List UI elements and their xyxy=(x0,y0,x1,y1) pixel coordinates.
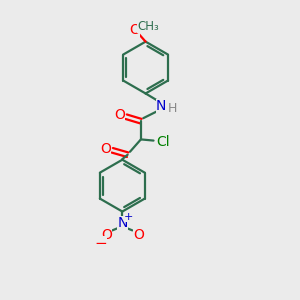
Text: N: N xyxy=(117,216,128,230)
Text: O: O xyxy=(134,228,144,242)
Text: CH₃: CH₃ xyxy=(137,20,159,33)
Text: H: H xyxy=(167,102,177,115)
Text: O: O xyxy=(129,23,140,38)
Text: N: N xyxy=(156,99,166,113)
Text: Cl: Cl xyxy=(157,135,170,149)
Text: +: + xyxy=(124,212,133,222)
Text: O: O xyxy=(101,228,112,242)
Text: O: O xyxy=(100,142,111,156)
Text: −: − xyxy=(94,236,107,251)
Text: O: O xyxy=(114,108,125,122)
